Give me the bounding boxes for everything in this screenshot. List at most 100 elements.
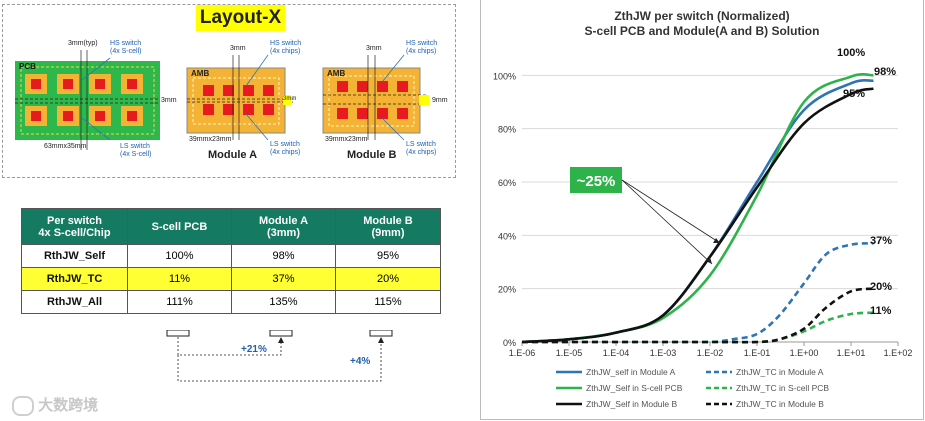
module-a-hs-sub: (4x chips) — [270, 48, 301, 55]
callout-arrow-1 — [621, 179, 721, 244]
header-module-b-line2: (9mm) — [371, 226, 405, 239]
module-b-hs-sub: (4x chips) — [406, 48, 437, 55]
end-label-self-pcb: 100% — [837, 47, 865, 59]
zth-chart: ZthJW per switch (Normalized) S-cell PCB… — [493, 9, 912, 409]
header-module-a-line1: Module A — [258, 214, 309, 227]
callout-arrow-head-1 — [713, 238, 720, 243]
pcb-dim: 63mmx35mm — [44, 143, 87, 150]
header-module-b: Module B (9mm) — [335, 208, 441, 245]
chart-legend: ZthJW_self in Module A ZthJW_TC in Module… — [556, 367, 829, 409]
x-tick-label: 1.E-04 — [603, 348, 630, 358]
row-label: RthJW_All — [21, 290, 128, 314]
chart-series — [521, 73, 874, 344]
watermark: 大数跨境 — [12, 394, 99, 417]
rth-table: Per switch 4x S-cell/Chip S-cell PCB Mod… — [21, 208, 441, 314]
layout-diagram — [15, 50, 429, 150]
legend-label: ZthJW_Self in S-cell PCB — [586, 383, 683, 393]
header-per-switch-line1: Per switch — [46, 214, 103, 227]
cell-value: 100% — [127, 244, 232, 268]
table-row: RthJW_TC 11% 37% 20% — [21, 267, 441, 291]
module-b-dim: 39mmx23mm — [325, 136, 368, 143]
row-label: RthJW_TC — [21, 267, 128, 291]
legend-label: ZthJW_TC in Module A — [736, 367, 824, 377]
callout-arrow-head-2 — [706, 257, 712, 264]
module-a-ls-sub: (4x chips) — [270, 149, 301, 156]
series-line — [521, 287, 874, 344]
delta-connectors — [166, 330, 393, 382]
y-tick-label: 80% — [498, 125, 516, 135]
end-label-tc-pcb: 11% — [870, 305, 892, 317]
legend-label: ZthJW_Self in Module B — [586, 399, 678, 409]
module-b-hs-switch: HS switch — [406, 40, 438, 47]
module-a-amb-label: AMB — [191, 69, 210, 78]
module-a-board — [186, 54, 293, 141]
module-a-name: Module A — [208, 149, 258, 161]
x-tick-label: 1.E-05 — [556, 348, 583, 358]
callout-box — [570, 167, 622, 193]
x-tick-label: 1.E-02 — [697, 348, 724, 358]
module-a-chips — [203, 85, 274, 115]
header-module-b-line1: Module B — [363, 214, 413, 227]
module-b-name: Module B — [347, 149, 397, 161]
chart-annotations: ~25% 100% 98% 95% 37% 20% 11% — [570, 47, 896, 317]
watermark-text: 大数跨境 — [38, 397, 99, 414]
y-tick-label: 100% — [493, 71, 516, 81]
series-line — [521, 79, 874, 344]
header-module-a: Module A (3mm) — [231, 208, 336, 245]
header-per-switch-line2: 4x S-cell/Chip — [38, 226, 111, 239]
delta-b-label: +4% — [350, 356, 371, 367]
header-module-a-line2: (3mm) — [266, 226, 300, 239]
module-a-pitch: 3mm — [230, 45, 246, 52]
cell-value: 98% — [231, 244, 336, 268]
callout-arrow-2 — [621, 179, 713, 265]
row-label: RthJW_Self — [21, 244, 128, 268]
module-b-ls-switch: LS switch — [406, 141, 436, 148]
table-row: RthJW_All 111% 135% 115% — [21, 290, 441, 314]
layout-panel — [2, 4, 456, 178]
pcb-ls-sub: (4x S-cell) — [120, 151, 152, 158]
pcb-label: PCB — [19, 62, 36, 71]
watermark-logo-icon — [12, 396, 34, 417]
series-line — [521, 242, 874, 344]
cell-value: 115% — [335, 290, 441, 314]
chart-subtitle: S-cell PCB and Module(A and B) Solution — [585, 24, 820, 38]
table-row: RthJW_Self 100% 98% 95% — [21, 244, 441, 268]
y-tick-label: 40% — [498, 231, 516, 241]
module-b-board — [322, 54, 429, 141]
series-line — [521, 73, 874, 344]
x-tick-label: 1.E-03 — [650, 348, 677, 358]
x-tick-label: 1.E-06 — [509, 348, 536, 358]
module-a-gap: 3mm — [283, 96, 297, 102]
series-line — [521, 87, 874, 344]
module-a-hs-switch: HS switch — [270, 40, 302, 47]
cell-value: 111% — [127, 290, 232, 314]
header-per-switch: Per switch 4x S-cell/Chip — [21, 208, 128, 245]
chart-panel — [480, 0, 924, 420]
module-b-amb-label: AMB — [327, 69, 346, 78]
module-b-ls-sub: (4x chips) — [406, 149, 437, 156]
chart-ticks: 0% 20% 40% 60% 80% 100% 1.E-06 1.E-05 1.E-04 1.E-… — [493, 71, 912, 358]
x-tick-label: 1.E-01 — [744, 348, 771, 358]
cell-value: 135% — [231, 290, 336, 314]
y-tick-label: 60% — [498, 178, 516, 188]
legend-label: ZthJW_TC in S-cell PCB — [736, 383, 829, 393]
callout-label: ~25% — [577, 173, 616, 190]
delta-a-label: +21% — [241, 344, 267, 355]
module-b-chips — [337, 81, 408, 119]
pcb-board — [15, 50, 160, 150]
cell-value: 20% — [335, 267, 441, 291]
pcb-hs-switch: HS switch — [110, 40, 142, 47]
table-header-row: Per switch 4x S-cell/Chip S-cell PCB Mod… — [21, 208, 441, 245]
legend-label: ZthJW_TC in Module B — [736, 399, 824, 409]
end-label-self-b: 95% — [843, 88, 865, 100]
y-tick-label: 0% — [503, 338, 516, 348]
pcb-ls-switch: LS switch — [120, 143, 150, 150]
layout-title: Layout-X — [196, 5, 285, 31]
module-a-dim: 39mmx23mm — [189, 136, 232, 143]
pcb-gap: 3mm — [161, 97, 177, 104]
chart-title: ZthJW per switch (Normalized) — [614, 9, 789, 23]
header-scell-pcb: S-cell PCB — [127, 208, 232, 245]
end-label-self-a: 98% — [874, 66, 896, 78]
pcb-pitch: 3mm(typ) — [68, 40, 98, 47]
module-a-ls-switch: LS switch — [270, 141, 300, 148]
